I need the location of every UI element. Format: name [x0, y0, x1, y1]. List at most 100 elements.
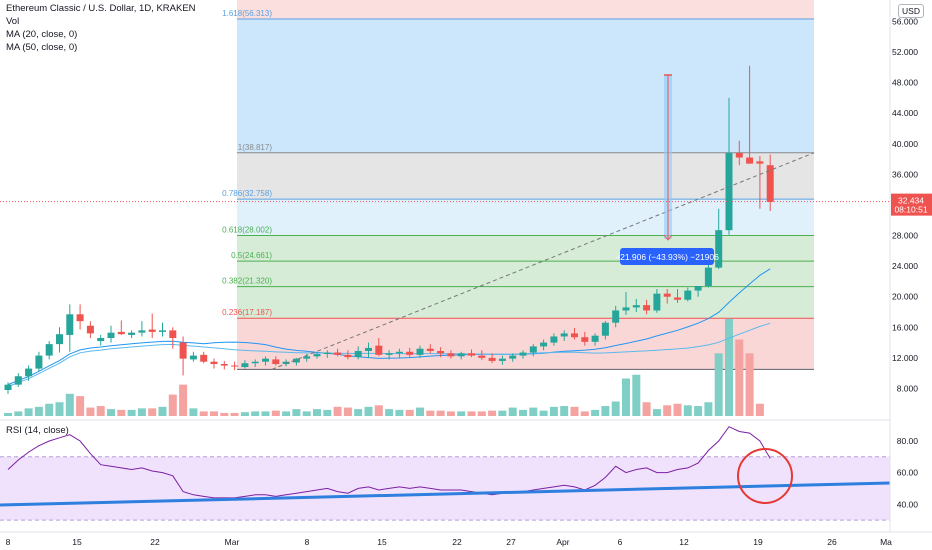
- time-tick-label: 8: [305, 537, 310, 547]
- measure-label: −21.906 (−43.93%) −21906: [615, 252, 719, 262]
- candle-body: [117, 331, 125, 335]
- fib-retracement-zones: 1.618(56.313) 1(38.817) 0.786(32.758) 0.618…: [222, 0, 814, 370]
- legend-ma50[interactable]: MA (50, close, 0): [6, 42, 78, 53]
- volume-bar: [127, 409, 136, 416]
- candle-body: [540, 342, 548, 347]
- candle-body: [200, 354, 208, 362]
- candle-body: [66, 314, 74, 335]
- candle-body: [292, 358, 300, 363]
- highlight-circle: [737, 448, 793, 504]
- candle-body: [622, 307, 630, 311]
- candle-body: [344, 354, 352, 358]
- volume-bar: [755, 403, 764, 416]
- candle-body: [35, 355, 43, 369]
- price-tick-label: 36.000: [892, 169, 918, 179]
- drawings[interactable]: −21.906 (−43.93%) −21906: [0, 74, 890, 370]
- volume-bar: [745, 353, 754, 416]
- price-tick-label: 24.000: [892, 261, 918, 271]
- candle-body: [663, 293, 671, 297]
- volume-bar: [570, 406, 579, 416]
- time-tick-label: 6: [618, 537, 623, 547]
- last-price-value: 32.434: [898, 196, 924, 206]
- price-tick-label: 16.000: [892, 322, 918, 332]
- rsi-panel: [0, 419, 891, 521]
- volume-bar: [117, 409, 126, 416]
- candle-body: [653, 293, 661, 311]
- volume-bar: [467, 411, 476, 416]
- volume-bar: [601, 406, 610, 416]
- volume-bar: [405, 409, 414, 416]
- legend-ma20[interactable]: MA (20, close, 0): [6, 29, 78, 40]
- volume-bar: [282, 411, 291, 416]
- volume-bar: [292, 409, 301, 416]
- volume-bar: [313, 409, 321, 416]
- candle-body: [395, 351, 403, 354]
- candle-body: [406, 351, 414, 355]
- candle-body: [488, 357, 496, 361]
- volume-bar: [446, 411, 455, 416]
- measure-label-box: [620, 248, 714, 265]
- volume-bar: [385, 409, 394, 416]
- candle-body: [210, 361, 218, 364]
- candle-body: [725, 152, 733, 231]
- candle-body: [323, 352, 331, 355]
- volume-bar: [416, 407, 424, 416]
- volume-bar: [611, 401, 620, 416]
- volume-bar: [539, 410, 548, 416]
- volume-bar: [107, 409, 115, 416]
- volume-bar: [457, 411, 466, 416]
- volume-bar: [230, 412, 239, 416]
- volume-bar: [591, 409, 600, 416]
- time-tick-label: 27: [506, 537, 516, 547]
- candle-body: [159, 330, 166, 332]
- candle-body: [735, 152, 743, 158]
- volume-bar: [302, 411, 311, 416]
- volume-bar: [632, 374, 641, 416]
- volume-bar: [14, 411, 23, 416]
- legend-rsi[interactable]: RSI (14, close): [6, 425, 69, 436]
- candle-body: [4, 384, 12, 390]
- candle-body: [571, 333, 578, 338]
- currency-button[interactable]: USD: [898, 4, 924, 18]
- candle-body: [715, 230, 723, 268]
- candle-body: [148, 329, 156, 332]
- candle-body: [498, 358, 506, 361]
- volume-bar: [271, 410, 280, 416]
- rsi-tick-label: 60.00: [897, 468, 919, 478]
- legend-title[interactable]: Ethereum Classic / U.S. Dollar, 1D, KRAK…: [6, 3, 196, 14]
- candle-body: [560, 333, 568, 337]
- volume-bar: [508, 407, 517, 416]
- volume-bar: [34, 406, 43, 416]
- volume-bar: [725, 318, 733, 416]
- volume-bar: [488, 410, 497, 416]
- price-tick-label: 20.000: [892, 292, 918, 302]
- volume-bar: [663, 405, 672, 416]
- candlesticks: [4, 65, 774, 394]
- volume-bar: [477, 411, 486, 416]
- volume-bar: [374, 405, 383, 416]
- candle-body: [426, 348, 434, 351]
- volume-bar: [343, 407, 352, 416]
- candle-body: [107, 332, 115, 338]
- candle-body: [756, 161, 764, 164]
- volume-bar: [735, 339, 744, 416]
- fib-level-label: 0.618(28.002): [222, 226, 272, 235]
- volume-bar: [55, 402, 64, 416]
- fib-trend-line: [271, 152, 815, 370]
- candle-body: [241, 363, 249, 368]
- legend-volume[interactable]: Vol: [6, 16, 20, 27]
- fib-level-label: 1(38.817): [238, 143, 273, 152]
- candle-body: [138, 330, 146, 333]
- candle-body: [385, 353, 393, 355]
- candle-body: [282, 361, 290, 364]
- volume-bar: [683, 405, 692, 416]
- volume-bar: [714, 353, 723, 416]
- last-price-badge: [891, 193, 932, 216]
- volume-bar: [652, 409, 661, 416]
- candle-body: [189, 355, 197, 360]
- fib-level-label: 0.786(32.758): [222, 189, 272, 198]
- rsi-trendline: [0, 481, 891, 507]
- candle-body: [14, 376, 22, 385]
- candle-body: [704, 267, 712, 286]
